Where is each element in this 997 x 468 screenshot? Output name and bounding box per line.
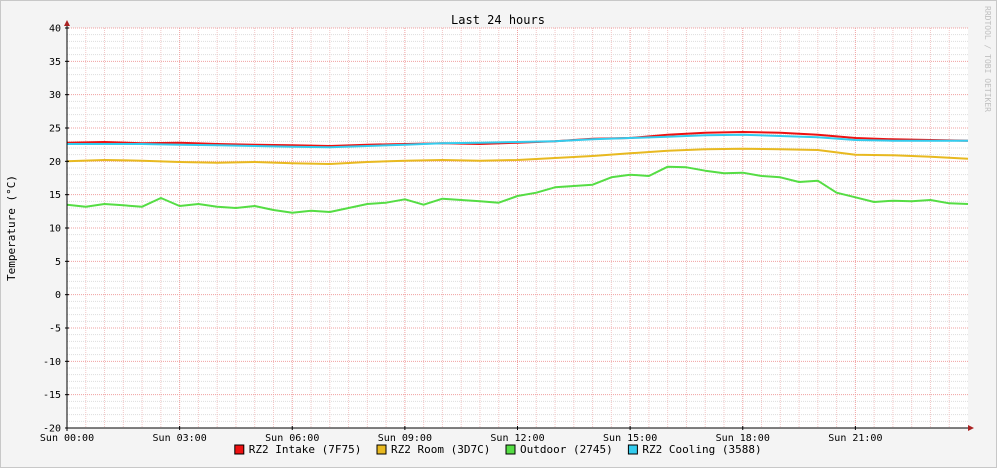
x-tick-label: Sun 12:00 [490, 433, 544, 444]
chart-title: Last 24 hours [451, 13, 545, 27]
x-tick-labels: Sun 00:00 Sun 03:00 Sun 06:00 Sun 09:00 Sun … [40, 433, 883, 444]
y-tick-label: 35 [49, 57, 61, 68]
legend-item-1: RZ2 Room (3D7C) [376, 443, 490, 456]
axes [64, 20, 974, 431]
x-tick-label: Sun 06:00 [265, 433, 319, 444]
legend-item-3: RZ2 Cooling (3588) [627, 443, 762, 456]
y-tick-label: -10 [43, 357, 61, 368]
x-axis-arrow [968, 425, 974, 431]
y-axis-label: Temperature (°C) [5, 175, 18, 281]
x-tick-label: Sun 00:00 [40, 433, 94, 444]
y-tick-label: 5 [55, 257, 61, 268]
x-tick-label: Sun 03:00 [153, 433, 207, 444]
y-axis-arrow [64, 20, 70, 26]
series-line-1 [66, 147, 969, 165]
y-tick-label: 40 [49, 24, 61, 35]
y-tick-label: 10 [49, 224, 61, 235]
x-tick-label: Sun 09:00 [378, 433, 432, 444]
x-tick-label: Sun 15:00 [603, 433, 657, 444]
series-line-3 [67, 133, 968, 149]
y-tick-label: 20 [49, 157, 61, 168]
legend-swatch [627, 444, 638, 455]
y-tick-label: 15 [49, 190, 61, 201]
legend-label: RZ2 Intake (7F75) [249, 443, 362, 456]
y-tick-label: 0 [55, 290, 61, 301]
series-line-2 [66, 165, 969, 214]
series-lines [66, 131, 969, 214]
legend-item-0: RZ2 Intake (7F75) [234, 443, 362, 456]
legend-swatch [376, 444, 387, 455]
y-tick-label: 30 [49, 90, 61, 101]
legend-item-2: Outdoor (2745) [505, 443, 613, 456]
y-tick-label: -15 [43, 390, 61, 401]
x-tick-label: Sun 18:00 [716, 433, 770, 444]
y-tick-labels: -20 -15 -10 -5 0 5 10 15 20 25 30 35 40 [43, 24, 61, 435]
watermark: RRDTOOL / TOBI OETIKER [983, 6, 992, 112]
legend-label: RZ2 Room (3D7C) [391, 443, 490, 456]
legend: RZ2 Intake (7F75) RZ2 Room (3D7C) Outdoor … [234, 443, 762, 456]
y-tick-label: 25 [49, 124, 61, 135]
x-tick-label: Sun 21:00 [828, 433, 882, 444]
legend-swatch [234, 444, 245, 455]
legend-swatch [505, 444, 516, 455]
y-tick-label: -20 [43, 424, 61, 435]
legend-label: Outdoor (2745) [520, 443, 613, 456]
grid [66, 27, 968, 429]
y-tick-label: -5 [49, 324, 61, 335]
legend-label: RZ2 Cooling (3588) [642, 443, 761, 456]
